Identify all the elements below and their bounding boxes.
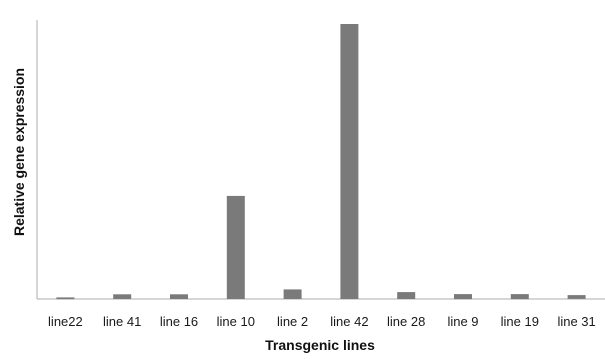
bar-line-28 — [397, 292, 416, 299]
y-axis-title: Relative gene expression — [11, 68, 27, 236]
bar-line-16 — [170, 294, 188, 299]
x-tick-labels: line22 line 41 line 16 line 10 line 2 line 42… — [48, 314, 596, 329]
bar-line-31 — [567, 295, 586, 299]
x-tick-label: line 9 — [447, 314, 478, 329]
x-axis-title: Transgenic lines — [265, 337, 375, 353]
x-tick-label: line 42 — [330, 314, 368, 329]
x-tick-label: line 10 — [217, 314, 255, 329]
bar-line-10 — [226, 195, 245, 299]
bars-group — [56, 24, 586, 300]
x-tick-label: line 19 — [501, 314, 539, 329]
bar-line-19 — [510, 294, 529, 300]
bar-line-41 — [113, 294, 132, 299]
bar-line-42 — [340, 24, 359, 299]
x-tick-label: line22 — [48, 314, 83, 329]
bar-line-2 — [283, 289, 302, 299]
x-tick-label: line 2 — [277, 314, 308, 329]
x-tick-label: line 28 — [387, 314, 425, 329]
bar-line22 — [56, 297, 75, 300]
x-tick-label: line 41 — [103, 314, 141, 329]
x-tick-label: line 16 — [160, 314, 198, 329]
x-tick-label: line 31 — [557, 314, 595, 329]
bar-line-9 — [454, 294, 472, 300]
